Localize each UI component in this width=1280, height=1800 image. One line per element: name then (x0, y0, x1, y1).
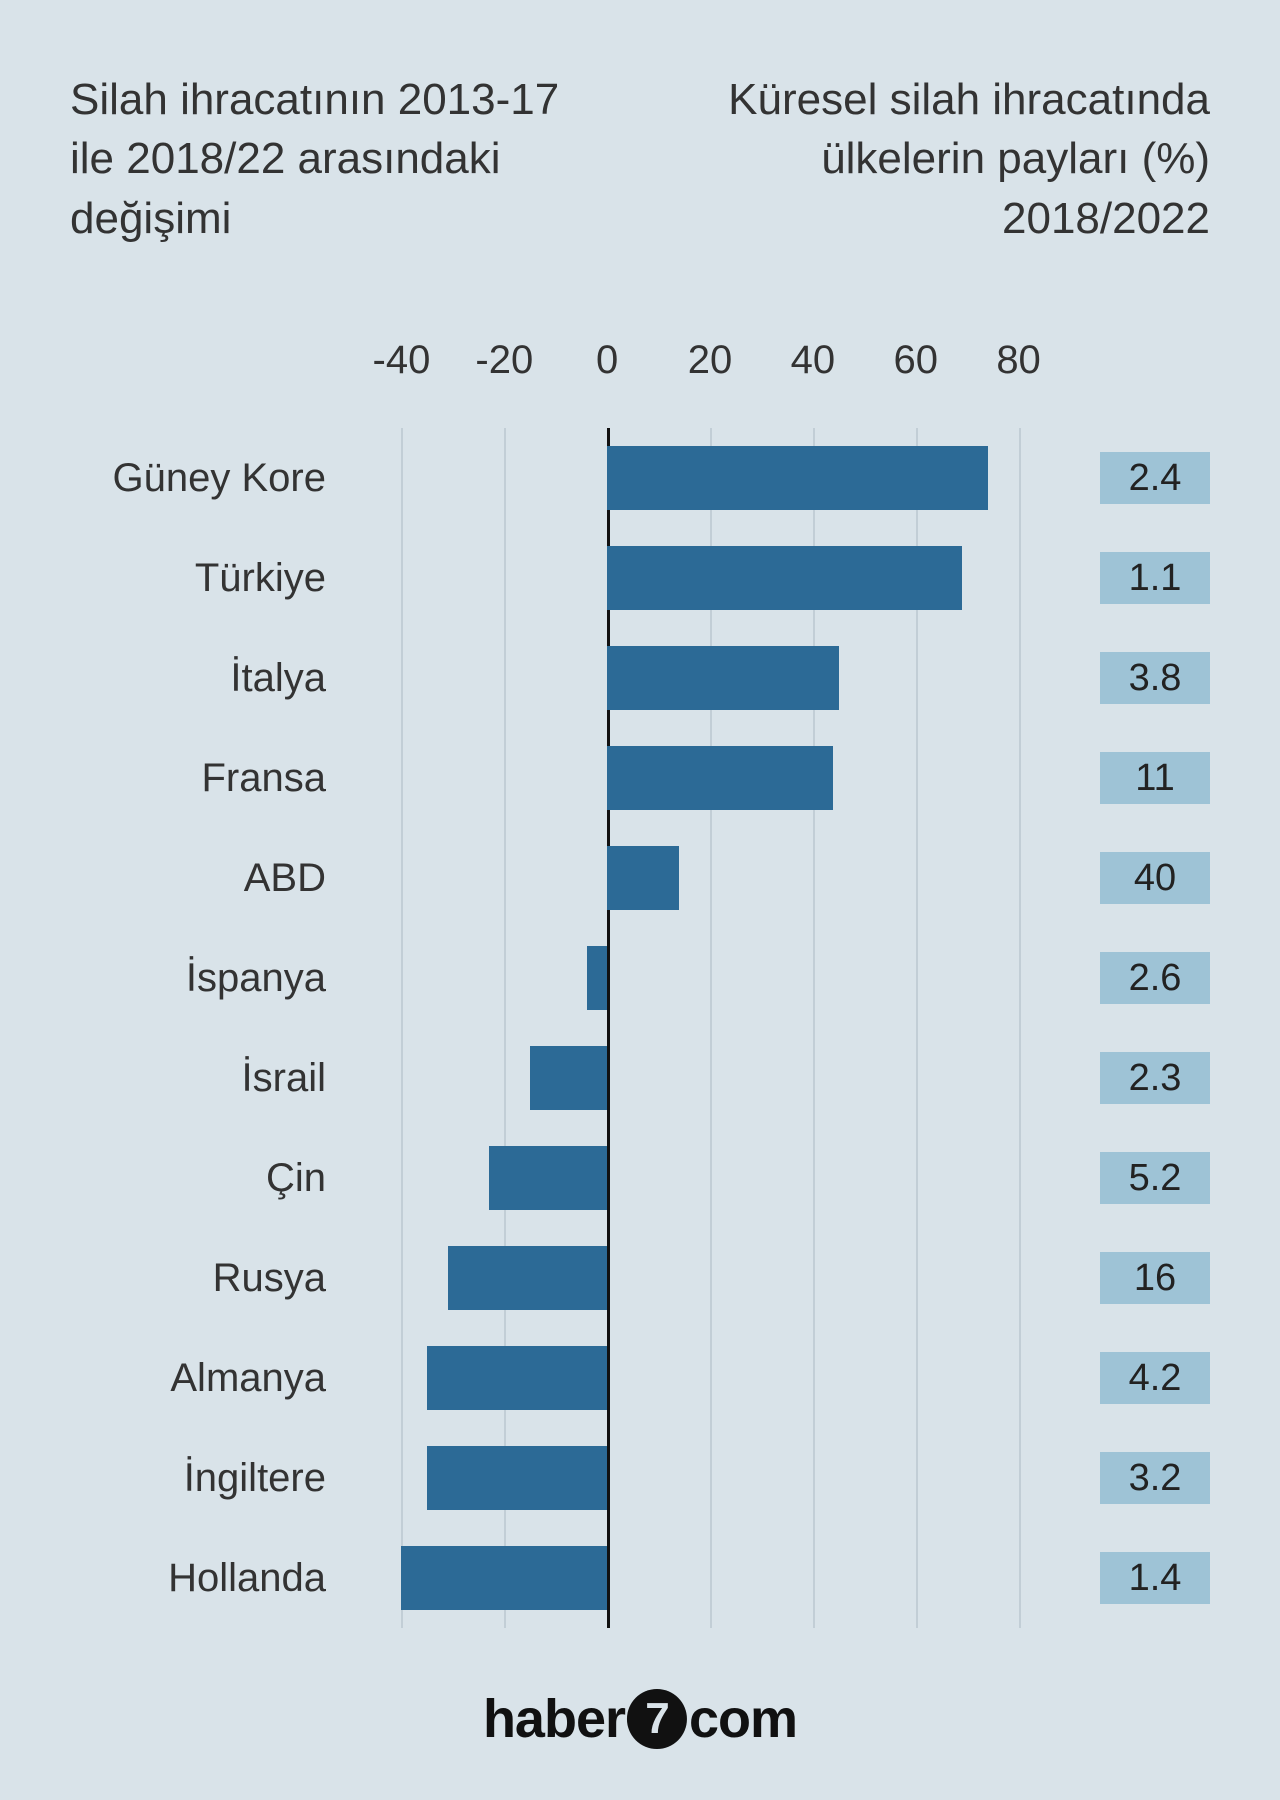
data-row: Fransa 11 (70, 728, 1210, 828)
bar (427, 1346, 607, 1410)
bar-cell (350, 828, 1070, 928)
bar (530, 1046, 607, 1110)
data-row: Çin 5.2 (70, 1128, 1210, 1228)
country-label: Fransa (70, 756, 350, 801)
country-label: İtalya (70, 656, 350, 701)
share-badge: 11 (1100, 752, 1210, 804)
country-label: Hollanda (70, 1556, 350, 1601)
data-row: Güney Kore 2.4 (70, 428, 1210, 528)
chart-area: -40 -20 0 20 40 60 80 Güney Kore 2.4 Türkiye 1.1 İ… (70, 338, 1210, 1628)
bar (607, 646, 838, 710)
country-label: Almanya (70, 1356, 350, 1401)
share-badge: 3.2 (1100, 1452, 1210, 1504)
country-label: İngiltere (70, 1456, 350, 1501)
share-badge: 2.3 (1100, 1052, 1210, 1104)
country-label: Türkiye (70, 556, 350, 601)
logo-text-left: haber (483, 1688, 625, 1750)
bar (489, 1146, 607, 1210)
data-row: Türkiye 1.1 (70, 528, 1210, 628)
x-tick-label: 0 (596, 338, 618, 383)
country-label: Güney Kore (70, 456, 350, 501)
share-badge: 5.2 (1100, 1152, 1210, 1204)
country-label: Çin (70, 1156, 350, 1201)
x-tick-label: 80 (996, 338, 1041, 383)
bar-cell (350, 1528, 1070, 1628)
bar (607, 446, 988, 510)
logo-text-right: com (689, 1688, 797, 1750)
x-tick-label: -20 (475, 338, 533, 383)
bar-cell (350, 1128, 1070, 1228)
country-label: Rusya (70, 1256, 350, 1301)
country-label: ABD (70, 856, 350, 901)
rows: Güney Kore 2.4 Türkiye 1.1 İtalya 3.8 Fransa 11… (70, 428, 1210, 1628)
bar-cell (350, 528, 1070, 628)
x-tick-label: -40 (373, 338, 431, 383)
x-tick-label: 20 (688, 338, 733, 383)
bar-cell (350, 928, 1070, 1028)
bar (607, 846, 679, 910)
bar-cell (350, 728, 1070, 828)
share-badge: 2.4 (1100, 452, 1210, 504)
titles: Silah ihracatının 2013-17 ile 2018/22 ar… (70, 70, 1210, 248)
data-row: İtalya 3.8 (70, 628, 1210, 728)
bar (427, 1446, 607, 1510)
bar-cell (350, 1328, 1070, 1428)
data-row: Hollanda 1.4 (70, 1528, 1210, 1628)
source-logo: haber 7 com (483, 1688, 797, 1750)
bar-cell (350, 1428, 1070, 1528)
data-row: ABD 40 (70, 828, 1210, 928)
bar-cell (350, 1228, 1070, 1328)
x-tick-label: 60 (893, 338, 938, 383)
share-badge: 1.1 (1100, 552, 1210, 604)
x-axis: -40 -20 0 20 40 60 80 (70, 338, 1210, 398)
bar (448, 1246, 607, 1310)
share-badge: 40 (1100, 852, 1210, 904)
share-badge: 16 (1100, 1252, 1210, 1304)
bar (401, 1546, 607, 1610)
data-row: İspanya 2.6 (70, 928, 1210, 1028)
data-row: İsrail 2.3 (70, 1028, 1210, 1128)
bar (607, 746, 833, 810)
share-badge: 2.6 (1100, 952, 1210, 1004)
title-right: Küresel silah ihracatında ülkelerin payl… (650, 70, 1210, 248)
share-badge: 1.4 (1100, 1552, 1210, 1604)
chart-container: Silah ihracatının 2013-17 ile 2018/22 ar… (0, 0, 1280, 1628)
data-row: Almanya 4.2 (70, 1328, 1210, 1428)
x-tick-label: 40 (791, 338, 836, 383)
country-label: İsrail (70, 1056, 350, 1101)
data-row: İngiltere 3.2 (70, 1428, 1210, 1528)
bar-cell (350, 628, 1070, 728)
bar-cell (350, 1028, 1070, 1128)
bar-cell (350, 428, 1070, 528)
bar (587, 946, 608, 1010)
bar (607, 546, 962, 610)
share-badge: 3.8 (1100, 652, 1210, 704)
share-badge: 4.2 (1100, 1352, 1210, 1404)
data-row: Rusya 16 (70, 1228, 1210, 1328)
title-left: Silah ihracatının 2013-17 ile 2018/22 ar… (70, 70, 590, 248)
logo-badge: 7 (627, 1689, 687, 1749)
country-label: İspanya (70, 956, 350, 1001)
